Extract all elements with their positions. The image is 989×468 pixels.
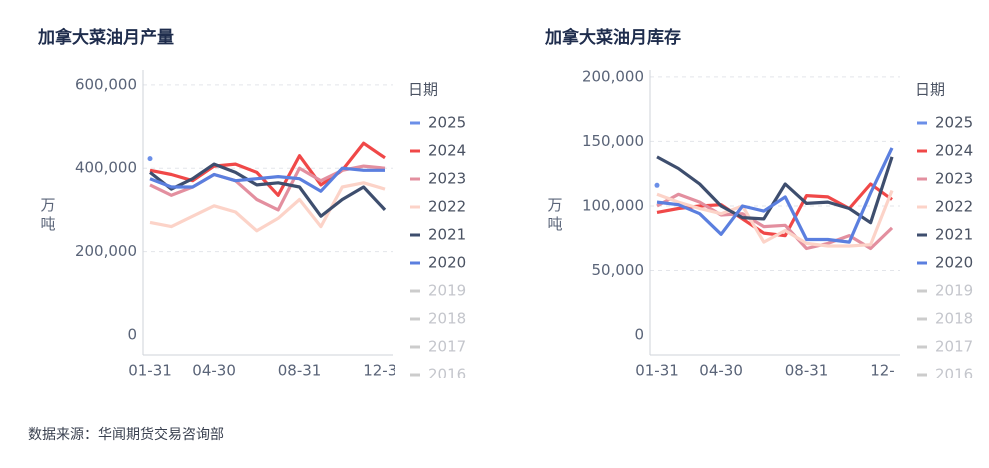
x-axis-labels: 01-31 04-30 08-31 12-31 [635, 362, 914, 380]
y-tick-label: 0 [634, 326, 644, 344]
data-point [654, 182, 660, 188]
legend-label[interactable]: 2024 [935, 142, 973, 160]
y-tick-label: 150,000 [582, 132, 644, 150]
x-tick-label: 04-30 [699, 362, 743, 380]
x-axis-labels: 01-31 04-30 08-31 12-31 [128, 362, 407, 380]
legend-label[interactable]: 2023 [935, 170, 973, 188]
series-line [656, 189, 894, 248]
x-tick-label: 12-31 [870, 362, 914, 380]
data-point [147, 156, 153, 162]
series-line [149, 181, 386, 233]
x-tick-label: 12-31 [363, 362, 407, 380]
legend-label[interactable]: 2019 [935, 282, 973, 300]
legend-label[interactable]: 2018 [935, 310, 973, 328]
legend-label[interactable]: 2024 [428, 142, 466, 160]
source-note: 数据来源：华闻期货交易咨询部 [28, 427, 224, 443]
series-line [656, 147, 894, 244]
y-axis-label: 万吨 [547, 196, 562, 233]
y-tick-label: 400,000 [75, 159, 137, 177]
legend-label[interactable]: 2022 [935, 198, 973, 216]
legend-title: 日期 [408, 81, 438, 99]
series-line [656, 155, 894, 225]
legend-label[interactable]: 2017 [935, 338, 973, 356]
legend-label[interactable]: 2021 [428, 226, 466, 244]
legend-title: 日期 [915, 81, 945, 99]
series-line [149, 166, 385, 193]
legend: 2025 2024 2023 2022 2021 2020 2019 2018 2017 2016 [410, 114, 466, 384]
legend-label[interactable]: 2016 [428, 366, 466, 384]
legend-label[interactable]: 2025 [428, 114, 466, 132]
y-tick-label: 100,000 [582, 196, 644, 214]
y-axis-label: 万吨 [40, 196, 55, 233]
x-tick-label: 01-31 [128, 362, 172, 380]
legend-label[interactable]: 2016 [935, 366, 973, 384]
legend-label[interactable]: 2019 [428, 282, 466, 300]
y-tick-label: 50,000 [592, 261, 645, 279]
legend-label[interactable]: 2025 [935, 114, 973, 132]
legend-label[interactable]: 2021 [935, 226, 973, 244]
legend-label[interactable]: 2017 [428, 338, 466, 356]
y-tick-label: 200,000 [582, 67, 644, 85]
chart-title: 加拿大菜油月产量 [37, 27, 174, 48]
x-tick-label: 08-31 [278, 362, 322, 380]
chart-title: 加拿大菜油月库存 [544, 27, 681, 48]
legend-label[interactable]: 2018 [428, 310, 466, 328]
x-tick-label: 08-31 [785, 362, 829, 380]
series-line [149, 162, 387, 218]
x-tick-label: 01-31 [635, 362, 679, 380]
legend-label[interactable]: 2020 [428, 254, 466, 272]
y-tick-label: 0 [127, 326, 137, 344]
x-tick-label: 04-30 [192, 362, 236, 380]
legend-label[interactable]: 2023 [428, 170, 466, 188]
legend-label[interactable]: 2022 [428, 198, 466, 216]
legend: 2025 2024 2023 2022 2021 2020 2019 2018 2017 2016 [917, 114, 973, 384]
y-tick-label: 600,000 [75, 75, 137, 93]
y-tick-label: 200,000 [75, 242, 137, 260]
legend-label[interactable]: 2020 [935, 254, 973, 272]
